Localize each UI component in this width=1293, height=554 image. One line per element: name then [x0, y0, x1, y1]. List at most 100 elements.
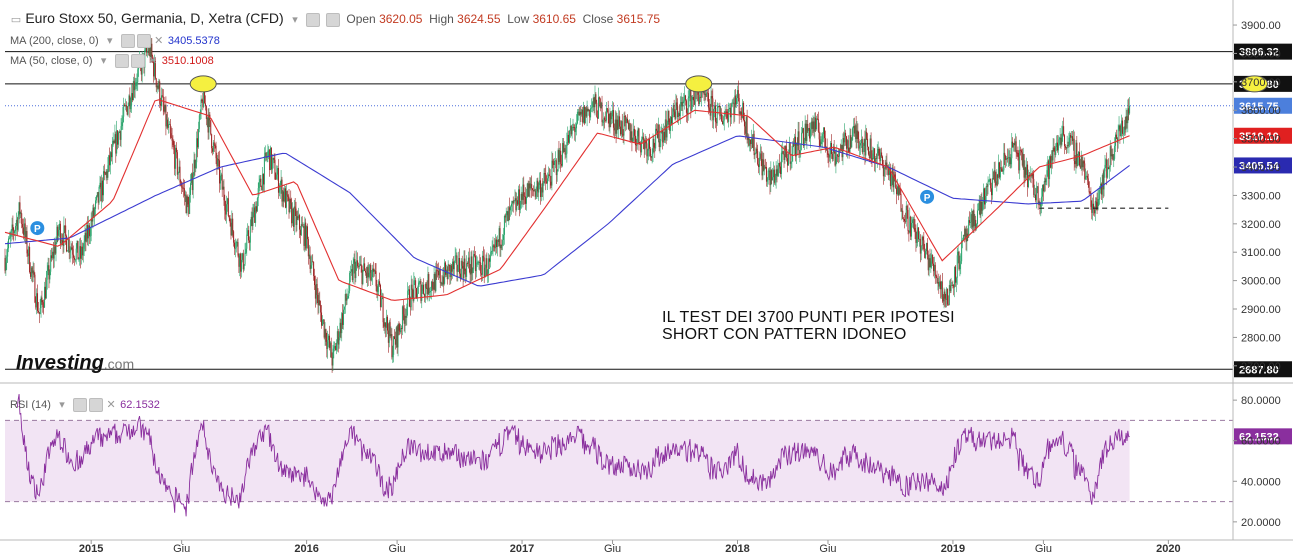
candle-body — [844, 132, 846, 143]
candle-body — [488, 258, 490, 274]
candle-body — [466, 263, 468, 277]
chevron-down-icon[interactable]: ▾ — [106, 35, 113, 47]
candle-body — [651, 154, 653, 158]
candle-body — [281, 179, 283, 202]
visibility-icon[interactable] — [130, 54, 145, 68]
candle-body — [903, 218, 905, 220]
candle-body — [1122, 120, 1124, 134]
candle-body — [776, 169, 778, 176]
candle-body — [538, 185, 540, 193]
candle-body — [811, 121, 813, 129]
candle-body — [920, 245, 922, 254]
candle-body — [896, 187, 898, 195]
visibility-icon[interactable] — [89, 398, 104, 412]
candle-body — [499, 228, 501, 249]
candle-body — [376, 286, 378, 292]
close-icon[interactable]: ✕ — [106, 399, 116, 411]
candle-body — [372, 268, 374, 272]
candle-body — [490, 252, 492, 256]
candle-body — [439, 269, 441, 283]
candle-body — [925, 243, 927, 252]
candle-body — [333, 346, 335, 349]
price-tag-label: 3405.54 — [1239, 160, 1280, 172]
candle-body — [801, 132, 803, 145]
candle-body — [379, 281, 381, 285]
visibility-icon[interactable] — [136, 34, 151, 48]
candle-body — [274, 159, 276, 180]
ma50-label: MA (50, close, 0) — [10, 54, 93, 67]
candle-body — [655, 128, 657, 149]
settings-icon[interactable] — [114, 54, 129, 68]
rsi-label: RSI (14) — [10, 398, 51, 411]
candle-body — [365, 270, 367, 273]
candle-body — [489, 255, 491, 262]
chevron-down-icon[interactable]: ▾ — [59, 399, 65, 411]
candle-body — [938, 282, 940, 287]
candle-body — [16, 219, 18, 230]
candle-body — [719, 106, 721, 117]
candle-body — [950, 285, 952, 291]
candle-body — [488, 258, 490, 262]
candle-body — [786, 149, 788, 159]
candle-body — [539, 180, 541, 186]
candle-body — [484, 267, 486, 277]
visibility-icon[interactable] — [325, 12, 340, 27]
candle-body — [64, 225, 66, 227]
candle-body — [752, 133, 754, 148]
candle-body — [348, 290, 350, 296]
chart-title: Euro Stoxx 50, Germania, D, Xetra (CFD) — [25, 10, 284, 26]
candle-body — [590, 108, 592, 118]
candle-body — [1044, 181, 1046, 183]
candle-body — [531, 184, 533, 189]
candle-body — [1112, 154, 1114, 161]
candle-body — [268, 149, 270, 151]
candle-body — [301, 224, 303, 227]
settings-icon[interactable] — [73, 398, 88, 412]
candle-body — [735, 95, 737, 105]
candle-body — [243, 264, 245, 270]
candle-body — [677, 106, 679, 118]
candle-body — [833, 146, 835, 152]
close-icon[interactable]: ✕ — [154, 35, 164, 47]
settings-icon[interactable] — [306, 12, 321, 27]
chevron-down-icon[interactable]: ▾ — [100, 55, 107, 67]
candle-body — [1098, 199, 1100, 200]
candle-body — [324, 329, 326, 338]
candle-body — [287, 195, 289, 197]
candle-body — [27, 253, 29, 257]
candle-body — [837, 154, 839, 157]
close-icon[interactable]: ✕ — [148, 55, 158, 67]
price-tick-label: 3000.00 — [1241, 276, 1281, 288]
candle-body — [426, 287, 428, 295]
candle-body — [1021, 152, 1023, 166]
candle-body — [405, 316, 407, 318]
open-label: Open — [346, 12, 376, 26]
chevron-down-icon[interactable]: ▾ — [292, 13, 298, 26]
candle-body — [223, 186, 225, 201]
time-tick-label: 2015 — [79, 543, 103, 554]
candle-body — [404, 316, 406, 324]
candle-body — [99, 182, 101, 187]
candle-body — [63, 225, 65, 246]
candle-body — [417, 285, 419, 294]
candle-body — [1005, 155, 1007, 160]
candle-body — [123, 104, 125, 117]
candle-body — [914, 228, 916, 231]
candle-body — [554, 160, 556, 162]
candle-body — [1061, 133, 1063, 145]
candle-body — [31, 267, 33, 274]
candle-body — [29, 246, 31, 273]
candle-body — [884, 167, 886, 169]
collapse-icon[interactable]: ▭ — [10, 13, 22, 26]
candle-body — [1035, 188, 1037, 201]
candle-body — [944, 291, 946, 299]
candle-body — [707, 93, 709, 108]
settings-icon[interactable] — [120, 34, 135, 48]
candle-body — [322, 319, 324, 321]
candle-body — [503, 234, 505, 240]
candle-body — [219, 160, 221, 184]
candle-body — [1039, 201, 1041, 207]
candle-body — [392, 354, 394, 358]
candle-body — [314, 275, 316, 286]
